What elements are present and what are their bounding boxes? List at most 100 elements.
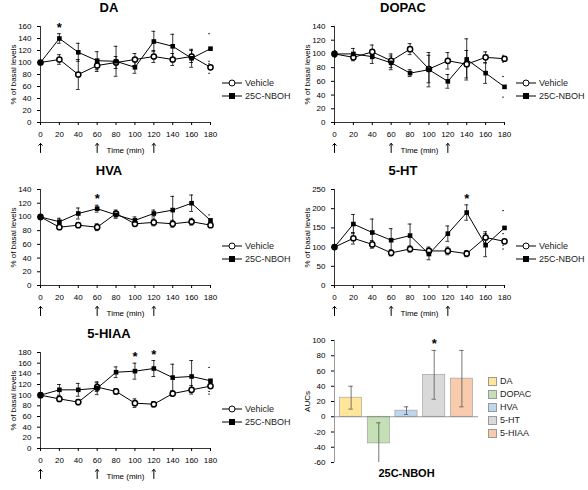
svg-text:140: 140 [18, 34, 32, 43]
svg-text:100: 100 [18, 391, 32, 400]
svg-text:40: 40 [317, 91, 326, 100]
svg-text:60: 60 [317, 367, 326, 376]
svg-text:% of basal levels: % of basal levels [9, 370, 18, 430]
svg-text:120: 120 [18, 46, 32, 55]
svg-text:20: 20 [317, 104, 326, 113]
svg-text:140: 140 [166, 456, 180, 465]
svg-text:*: * [432, 336, 438, 351]
svg-text:50: 50 [317, 262, 326, 271]
svg-text:*: * [151, 347, 157, 362]
svg-text:100: 100 [312, 336, 326, 345]
svg-text:*: * [132, 349, 138, 364]
svg-text:20: 20 [23, 106, 32, 115]
svg-text:100: 100 [128, 293, 142, 302]
svg-text:% of basal levels: % of basal levels [303, 207, 312, 267]
svg-text:180: 180 [498, 130, 512, 139]
svg-text:Time (min): Time (min) [401, 309, 439, 318]
svg-text:60: 60 [93, 293, 102, 302]
svg-text:180: 180 [204, 456, 218, 465]
svg-text:180: 180 [204, 293, 218, 302]
svg-text:140: 140 [166, 130, 180, 139]
svg-text:40: 40 [74, 130, 83, 139]
svg-text:20: 20 [23, 433, 32, 442]
svg-text:100: 100 [18, 58, 32, 67]
svg-text:120: 120 [18, 199, 32, 208]
svg-text:*: * [57, 20, 63, 35]
svg-text:% of basal levels: % of basal levels [9, 44, 18, 104]
svg-text:Time (min): Time (min) [107, 309, 145, 318]
svg-text:80: 80 [23, 70, 32, 79]
svg-text:100: 100 [18, 212, 32, 221]
svg-text:60: 60 [387, 293, 396, 302]
svg-text:80: 80 [112, 456, 121, 465]
svg-text:0: 0 [38, 293, 43, 302]
svg-text:0: 0 [332, 293, 337, 302]
svg-text:180: 180 [204, 130, 218, 139]
svg-text:40: 40 [23, 423, 32, 432]
svg-text:-60: -60 [314, 458, 326, 467]
svg-text:80: 80 [112, 130, 121, 139]
svg-text:140: 140 [460, 130, 474, 139]
svg-text:Time (min): Time (min) [107, 146, 145, 155]
svg-text:20: 20 [23, 267, 32, 276]
svg-text:20: 20 [55, 293, 64, 302]
svg-text:100: 100 [422, 293, 436, 302]
svg-text:*: * [95, 191, 101, 206]
svg-text:25C-NBOH: 25C-NBOH [378, 467, 434, 479]
svg-text:60: 60 [23, 240, 32, 249]
svg-text:250: 250 [312, 185, 326, 194]
svg-text:20: 20 [55, 456, 64, 465]
svg-text:20: 20 [317, 397, 326, 406]
svg-text:140: 140 [312, 22, 326, 31]
svg-text:20: 20 [349, 130, 358, 139]
svg-text:100: 100 [128, 130, 142, 139]
svg-text:AUCs: AUCs [303, 391, 312, 412]
svg-text:% of basal levels: % of basal levels [303, 44, 312, 104]
svg-text:120: 120 [18, 380, 32, 389]
svg-text:80: 80 [23, 226, 32, 235]
svg-text:200: 200 [312, 204, 326, 213]
svg-text:0: 0 [38, 456, 43, 465]
svg-text:Time (min): Time (min) [401, 146, 439, 155]
svg-text:80: 80 [406, 130, 415, 139]
svg-text:40: 40 [317, 382, 326, 391]
svg-text:120: 120 [312, 36, 326, 45]
svg-text:0: 0 [321, 281, 326, 290]
svg-text:60: 60 [23, 82, 32, 91]
svg-text:40: 40 [74, 456, 83, 465]
svg-text:120: 120 [147, 456, 161, 465]
svg-text:60: 60 [317, 77, 326, 86]
svg-text:0: 0 [321, 412, 326, 421]
svg-text:0: 0 [38, 130, 43, 139]
svg-text:100: 100 [312, 243, 326, 252]
svg-text:160: 160 [18, 22, 32, 31]
svg-text:40: 40 [23, 94, 32, 103]
svg-text:150: 150 [312, 223, 326, 232]
svg-text:20: 20 [55, 130, 64, 139]
svg-text:80: 80 [317, 351, 326, 360]
svg-text:160: 160 [185, 456, 199, 465]
svg-text:140: 140 [18, 369, 32, 378]
svg-text:80: 80 [112, 293, 121, 302]
svg-text:100: 100 [422, 130, 436, 139]
svg-text:60: 60 [387, 130, 396, 139]
svg-text:40: 40 [368, 293, 377, 302]
svg-text:40: 40 [368, 130, 377, 139]
svg-text:120: 120 [147, 293, 161, 302]
svg-text:160: 160 [479, 130, 493, 139]
svg-text:0: 0 [27, 118, 32, 127]
svg-text:0: 0 [332, 130, 337, 139]
svg-text:0: 0 [27, 281, 32, 290]
svg-text:0: 0 [321, 118, 326, 127]
svg-text:20: 20 [349, 293, 358, 302]
svg-text:180: 180 [498, 293, 512, 302]
svg-text:*: * [464, 191, 470, 206]
svg-text:160: 160 [18, 359, 32, 368]
svg-text:160: 160 [185, 293, 199, 302]
svg-text:80: 80 [23, 401, 32, 410]
svg-text:0: 0 [27, 444, 32, 453]
svg-text:40: 40 [23, 254, 32, 263]
svg-text:60: 60 [23, 412, 32, 421]
svg-text:140: 140 [18, 185, 32, 194]
svg-text:60: 60 [93, 456, 102, 465]
